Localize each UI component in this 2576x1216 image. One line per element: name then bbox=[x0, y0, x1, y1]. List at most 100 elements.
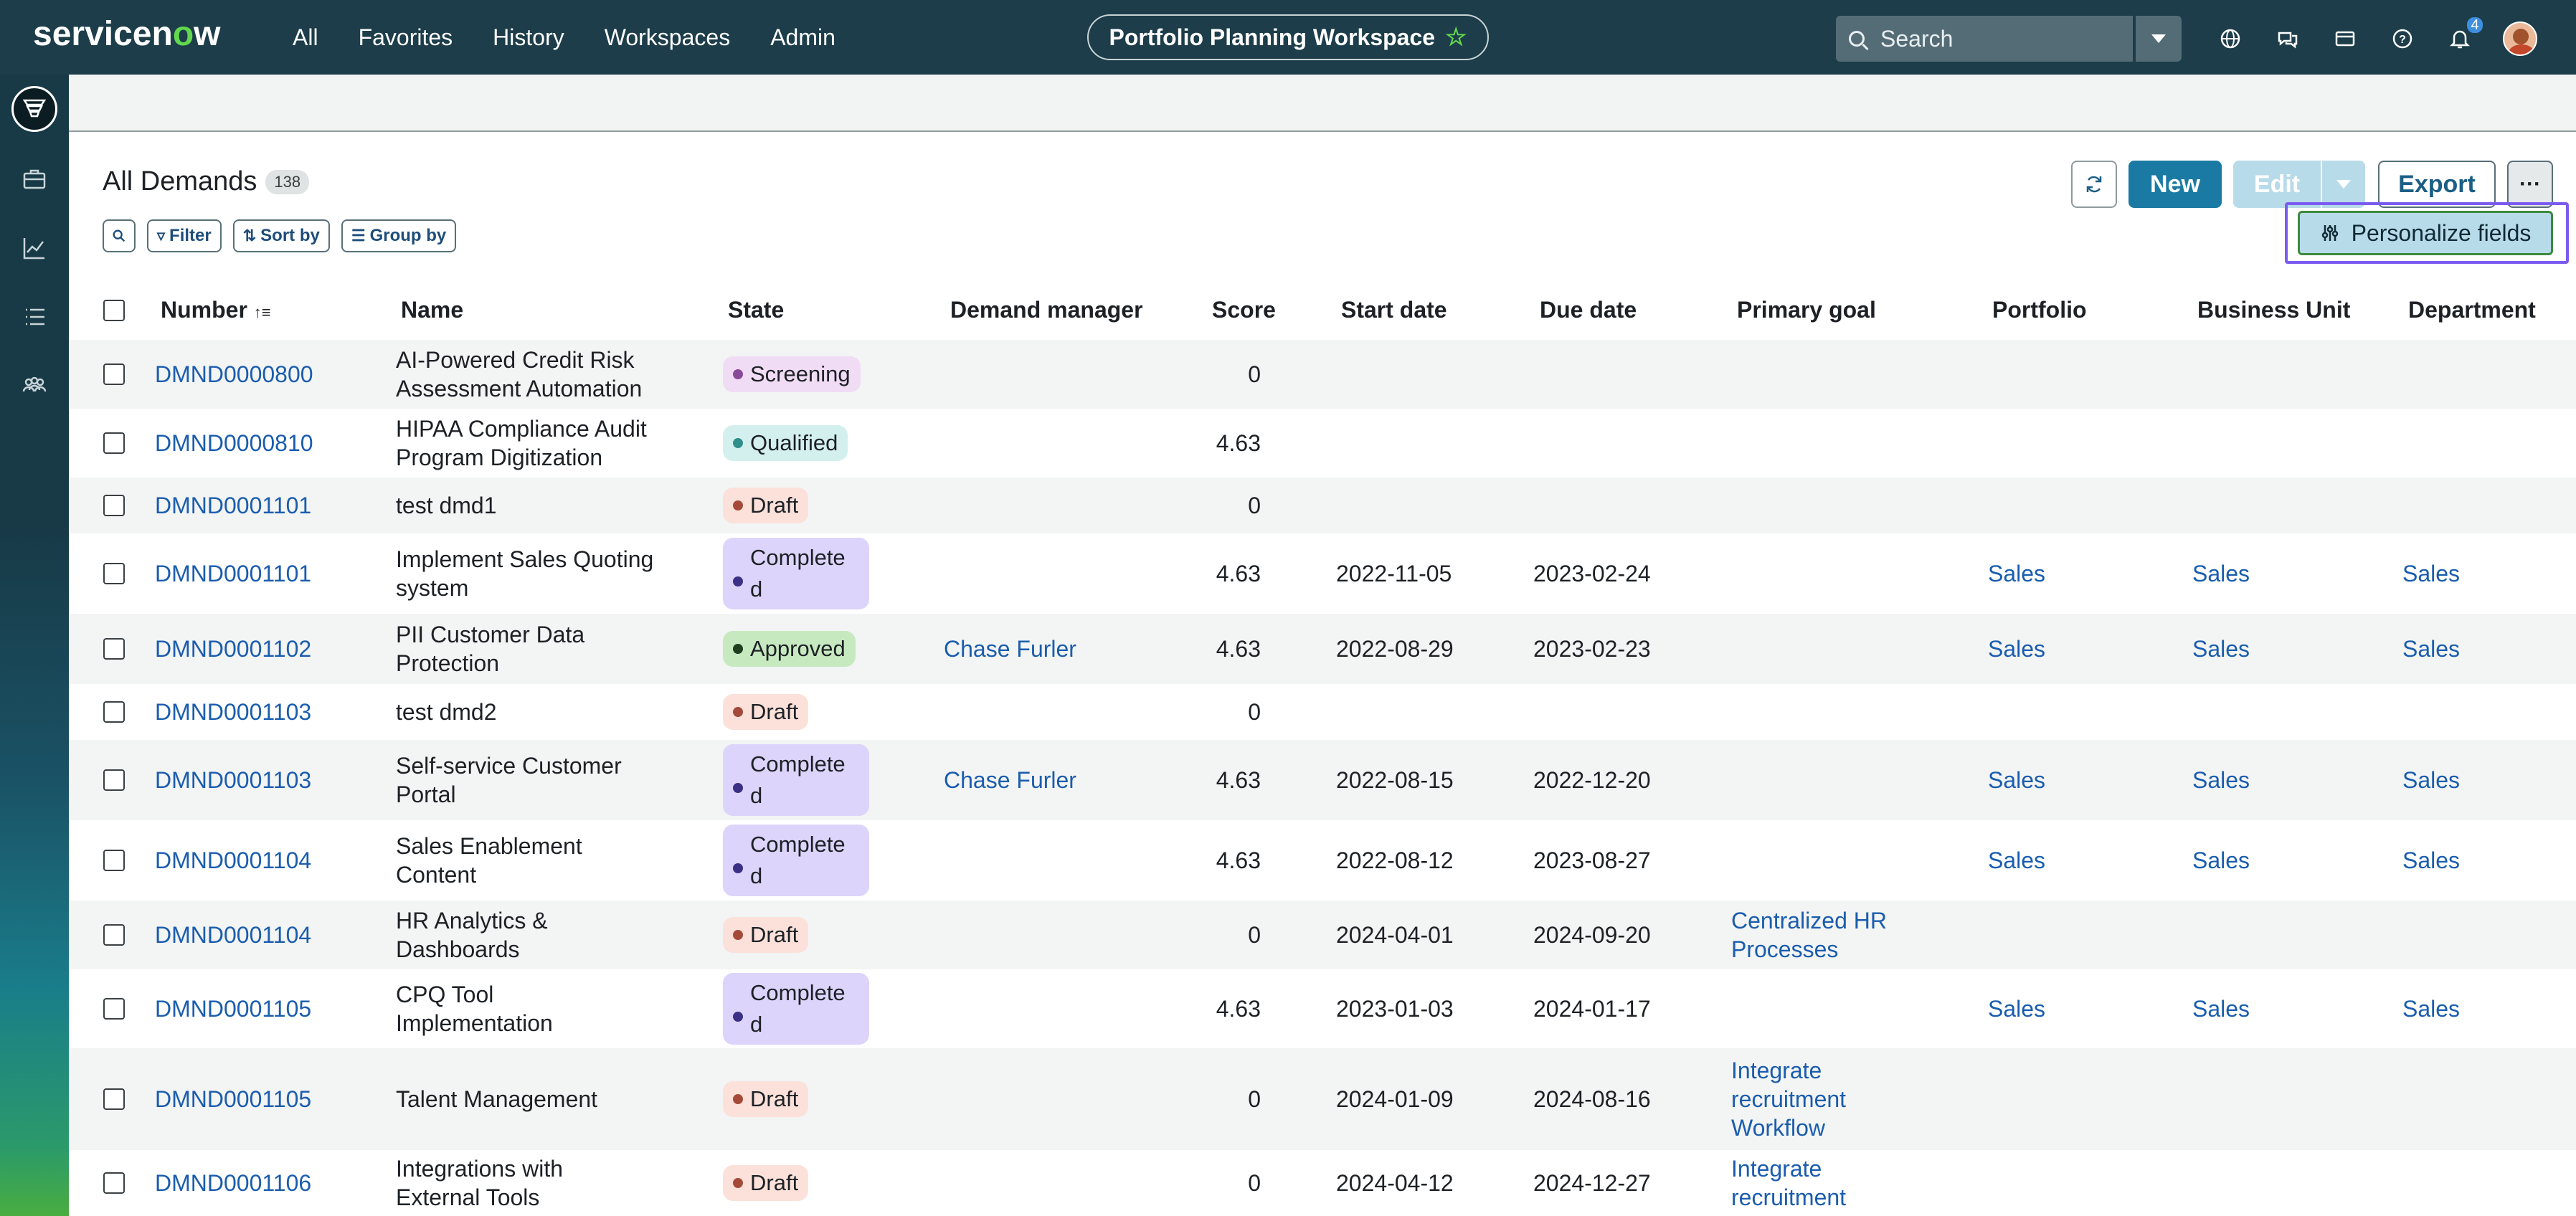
demand-number-link[interactable]: DMND0000810 bbox=[155, 430, 313, 456]
workspace-title-pill[interactable]: Portfolio Planning Workspace ☆ bbox=[1087, 14, 1489, 60]
primary-goal-link[interactable]: Centralized HR Processes bbox=[1731, 908, 1887, 962]
department-link[interactable]: Sales bbox=[2402, 561, 2461, 586]
edit-button[interactable]: Edit bbox=[2233, 161, 2321, 208]
table-row[interactable]: DMND0001101 test dmd1 Draft 0 bbox=[69, 478, 2576, 533]
demand-number-link[interactable]: DMND0001105 bbox=[155, 1086, 312, 1112]
row-checkbox[interactable] bbox=[103, 850, 125, 871]
table-row[interactable]: DMND0000800 AI-Powered Credit Risk Assessm… bbox=[69, 340, 2576, 409]
demand-manager-link[interactable]: Chase Furler bbox=[944, 767, 1076, 793]
column-header-start-date[interactable]: Start date bbox=[1341, 297, 1447, 323]
filter-button[interactable]: ▿ Filter bbox=[147, 219, 222, 252]
table-row[interactable]: DMND0001104 Sales Enablement Content Comple… bbox=[69, 820, 2576, 901]
more-actions-button[interactable]: ··· bbox=[2507, 161, 2553, 208]
table-row[interactable]: DMND0001105 Talent Management Draft 0 2024-0… bbox=[69, 1048, 2576, 1150]
notifications-icon[interactable]: 4 bbox=[2445, 16, 2484, 53]
table-row[interactable]: DMND0001104 HR Analytics & Dashboards Draft… bbox=[69, 901, 2576, 969]
user-avatar[interactable] bbox=[2503, 22, 2537, 56]
select-all-checkbox[interactable] bbox=[103, 300, 125, 321]
demand-number-link[interactable]: DMND0001105 bbox=[155, 996, 312, 1022]
department-link[interactable]: Sales bbox=[2402, 636, 2461, 662]
row-checkbox[interactable] bbox=[103, 495, 125, 516]
refresh-button[interactable] bbox=[2071, 161, 2117, 208]
nav-admin[interactable]: Admin bbox=[770, 24, 835, 50]
column-header-score[interactable]: Score bbox=[1212, 297, 1276, 323]
row-checkbox[interactable] bbox=[103, 924, 125, 946]
business-unit-link[interactable]: Sales bbox=[2192, 847, 2250, 873]
row-checkbox[interactable] bbox=[103, 701, 125, 723]
table-row[interactable]: DMND0001103 test dmd2 Draft 0 bbox=[69, 684, 2576, 740]
row-checkbox[interactable] bbox=[103, 364, 125, 385]
export-button[interactable]: Export bbox=[2378, 161, 2496, 208]
list-search-button[interactable] bbox=[103, 219, 136, 252]
chat-icon[interactable] bbox=[2273, 24, 2302, 53]
row-checkbox[interactable] bbox=[103, 998, 125, 1020]
nav-all[interactable]: All bbox=[293, 24, 318, 50]
table-row[interactable]: DMND0001105 CPQ Tool Implementation Complet… bbox=[69, 969, 2576, 1048]
table-row[interactable]: DMND0001101 Implement Sales Quoting system… bbox=[69, 533, 2576, 614]
table-row[interactable]: DMND0001106 Integrations with External Too… bbox=[69, 1150, 2576, 1216]
portfolio-link[interactable]: Sales bbox=[1988, 636, 2046, 662]
nav-favorites[interactable]: Favorites bbox=[358, 24, 453, 50]
nav-history[interactable]: History bbox=[493, 24, 564, 50]
column-header-department[interactable]: Department bbox=[2408, 297, 2536, 323]
teams-icon[interactable] bbox=[11, 363, 57, 409]
demand-number-link[interactable]: DMND0001101 bbox=[155, 493, 312, 518]
column-header-name[interactable]: Name bbox=[401, 297, 464, 323]
servicenow-logo[interactable]: servicenow bbox=[33, 15, 221, 53]
column-header-demand-manager[interactable]: Demand manager bbox=[950, 297, 1143, 323]
business-unit-link[interactable]: Sales bbox=[2192, 636, 2250, 662]
demand-number-link[interactable]: DMND0000800 bbox=[155, 361, 313, 387]
sort-ascending-icon[interactable]: ↑≡ bbox=[253, 303, 271, 321]
column-header-business-unit[interactable]: Business Unit bbox=[2197, 297, 2351, 323]
demand-number-link[interactable]: DMND0001101 bbox=[155, 561, 312, 586]
row-checkbox[interactable] bbox=[103, 432, 125, 454]
primary-goal-link[interactable]: Integrate recruitment bbox=[1731, 1156, 1847, 1210]
new-button[interactable]: New bbox=[2128, 161, 2222, 208]
row-checkbox[interactable] bbox=[103, 1172, 125, 1194]
sort-button[interactable]: ⇅ Sort by bbox=[232, 219, 330, 252]
table-row[interactable]: DMND0001102 PII Customer Data Protection Ap… bbox=[69, 614, 2576, 684]
demand-number-link[interactable]: DMND0001104 bbox=[155, 922, 312, 948]
group-button[interactable]: ☰ Group by bbox=[341, 219, 457, 252]
department-link[interactable]: Sales bbox=[2402, 767, 2461, 793]
row-checkbox[interactable] bbox=[103, 563, 125, 584]
demand-number-link[interactable]: DMND0001104 bbox=[155, 847, 312, 873]
demand-number-link[interactable]: DMND0001103 bbox=[155, 699, 312, 725]
business-unit-link[interactable]: Sales bbox=[2192, 767, 2250, 793]
table-row[interactable]: DMND0000810 HIPAA Compliance Audit Program… bbox=[69, 409, 2576, 478]
portfolio-link[interactable]: Sales bbox=[1988, 561, 2046, 586]
card-icon[interactable] bbox=[2331, 24, 2359, 53]
business-unit-link[interactable]: Sales bbox=[2192, 996, 2250, 1022]
department-link[interactable]: Sales bbox=[2402, 996, 2461, 1022]
primary-goal-link[interactable]: Integrate recruitment Workflow bbox=[1731, 1058, 1847, 1141]
column-header-portfolio[interactable]: Portfolio bbox=[1992, 297, 2087, 323]
personalize-fields-button[interactable]: Personalize fields bbox=[2298, 211, 2553, 255]
demand-manager-link[interactable]: Chase Furler bbox=[944, 636, 1076, 662]
business-unit-link[interactable]: Sales bbox=[2192, 561, 2250, 586]
star-icon[interactable]: ☆ bbox=[1445, 24, 1467, 51]
portfolio-link[interactable]: Sales bbox=[1988, 847, 2046, 873]
row-checkbox[interactable] bbox=[103, 769, 125, 791]
demand-number-link[interactable]: DMND0001102 bbox=[155, 636, 312, 662]
table-row[interactable]: DMND0001103 Self-service Customer Portal Co… bbox=[69, 740, 2576, 820]
edit-dropdown-button[interactable] bbox=[2322, 161, 2365, 208]
row-checkbox[interactable] bbox=[103, 1088, 125, 1110]
portfolio-link[interactable]: Sales bbox=[1988, 996, 2046, 1022]
demand-number-link[interactable]: DMND0001103 bbox=[155, 767, 312, 793]
demand-number-link[interactable]: DMND0001106 bbox=[155, 1170, 312, 1196]
department-link[interactable]: Sales bbox=[2402, 847, 2461, 873]
column-header-due-date[interactable]: Due date bbox=[1540, 297, 1637, 323]
demands-icon[interactable] bbox=[11, 86, 57, 132]
column-header-number[interactable]: Number ↑≡ bbox=[161, 297, 271, 323]
portfolio-icon[interactable] bbox=[11, 156, 57, 202]
nav-workspaces[interactable]: Workspaces bbox=[604, 24, 731, 50]
search-scope-dropdown[interactable] bbox=[2136, 16, 2182, 62]
column-header-primary-goal[interactable]: Primary goal bbox=[1737, 297, 1876, 323]
column-header-state[interactable]: State bbox=[728, 297, 785, 323]
list-icon[interactable] bbox=[11, 294, 57, 340]
globe-icon[interactable] bbox=[2216, 24, 2245, 53]
search-input[interactable]: Search bbox=[1836, 16, 2133, 62]
row-checkbox[interactable] bbox=[103, 638, 125, 660]
portfolio-link[interactable]: Sales bbox=[1988, 767, 2046, 793]
analytics-icon[interactable] bbox=[11, 225, 57, 271]
